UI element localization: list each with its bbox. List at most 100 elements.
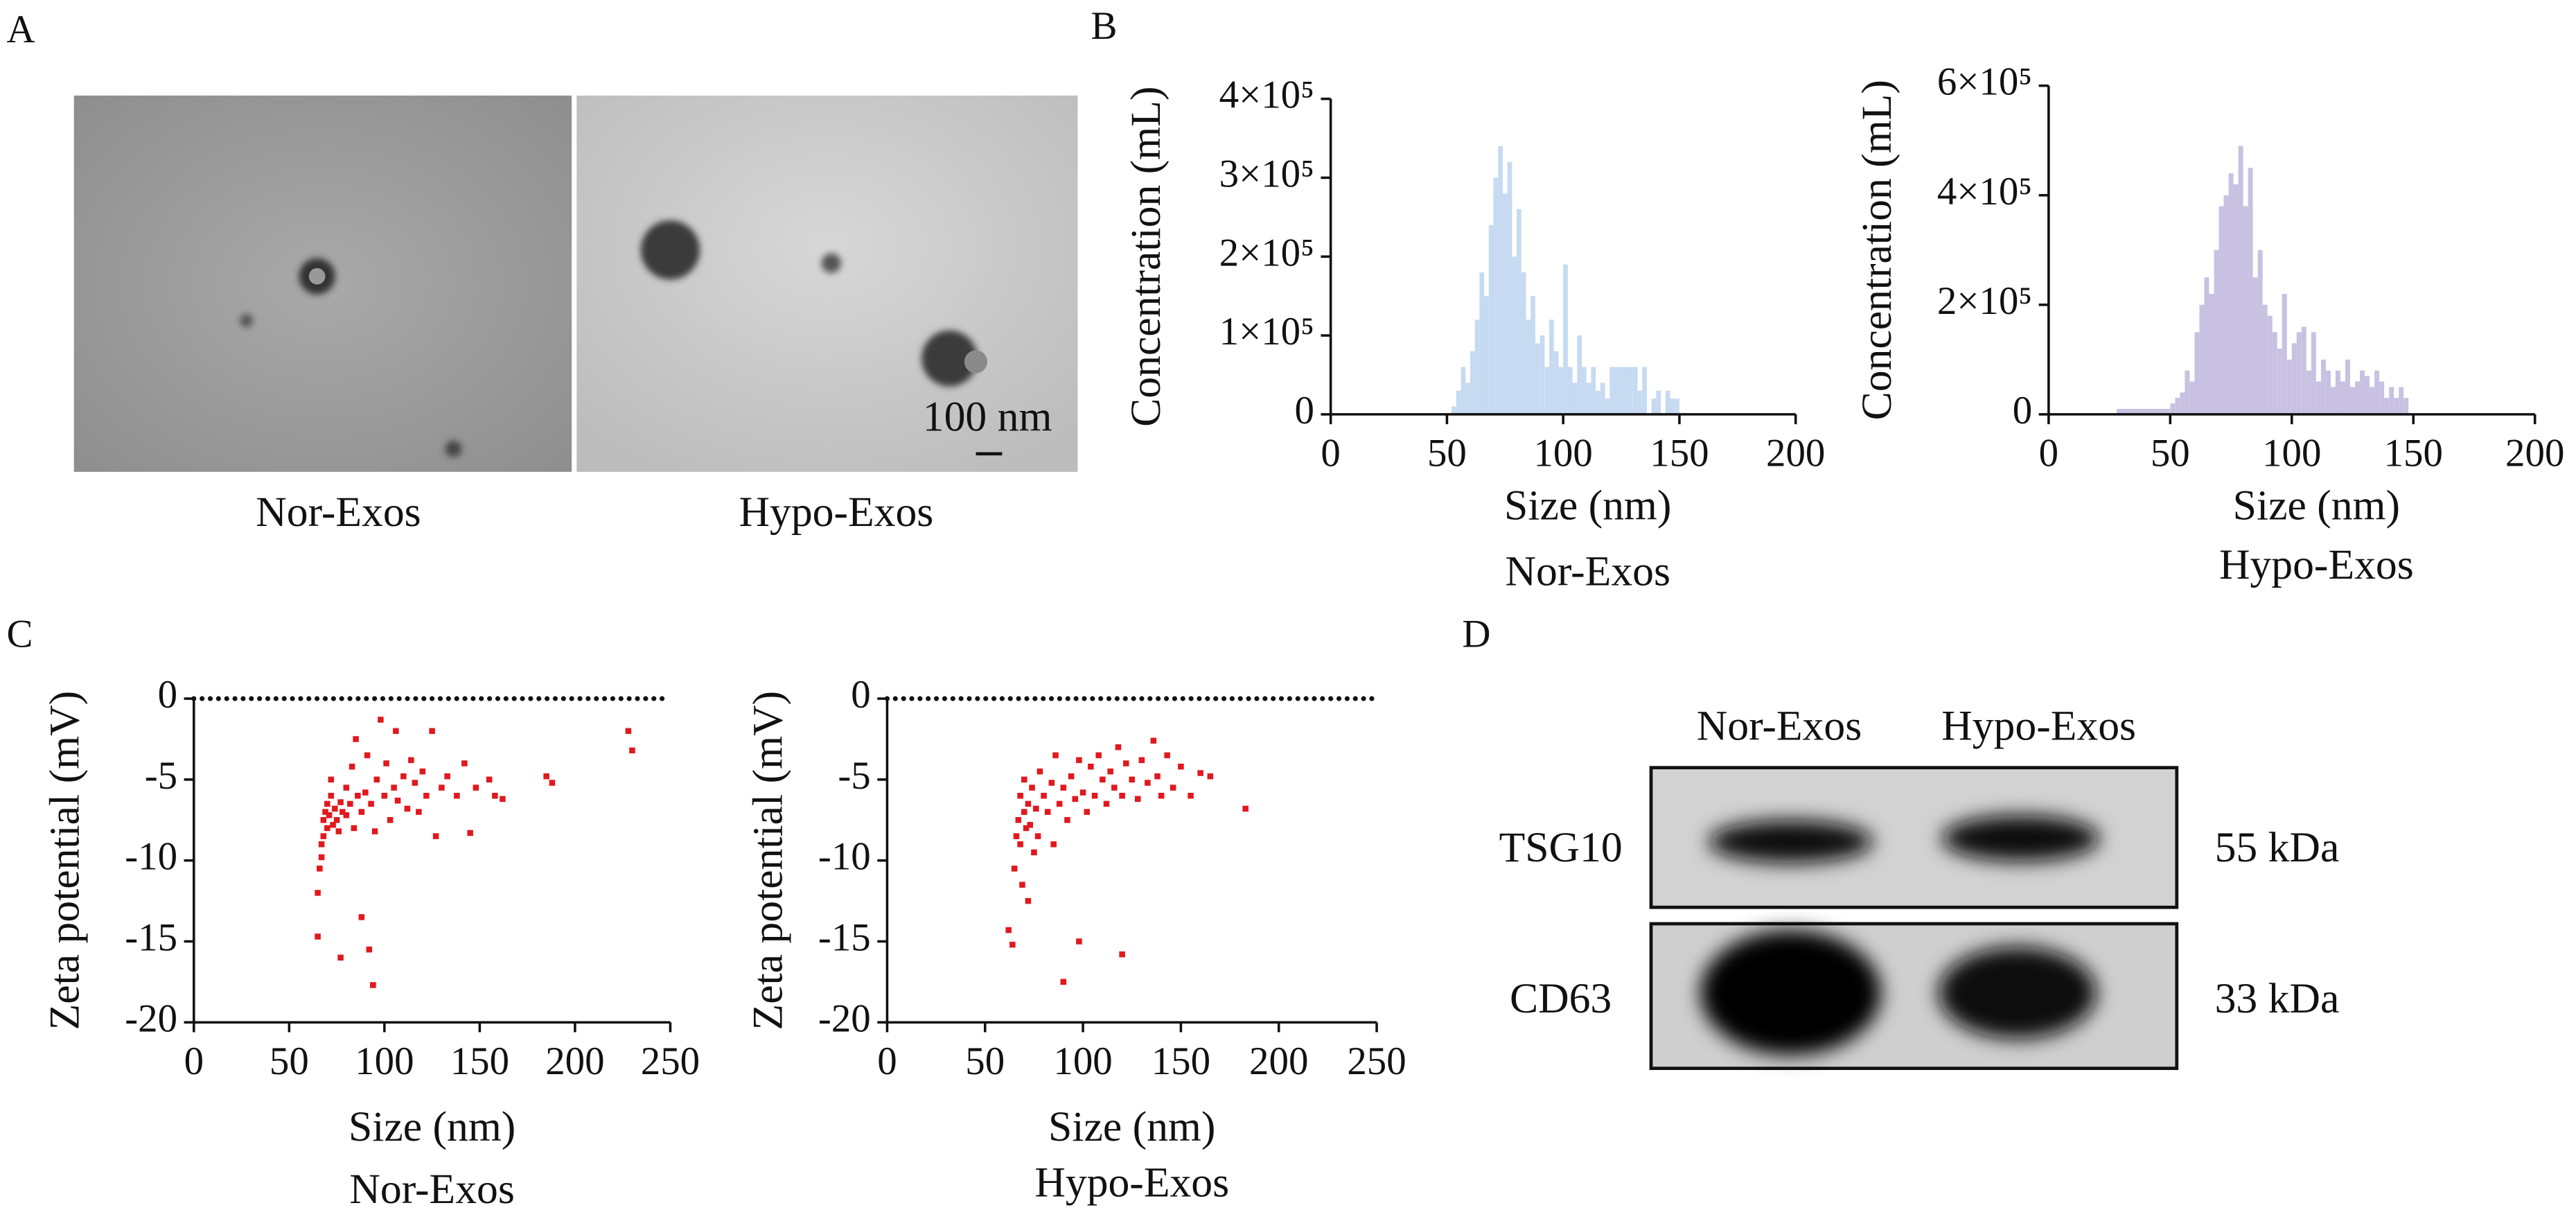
scatter-point [337,799,344,805]
scatter-point [467,830,473,836]
scatter-point [1095,752,1102,759]
scatter-point [454,792,460,799]
scatter-point [1060,784,1067,791]
histogram-bar [2370,387,2375,414]
vesicle [640,220,700,280]
scatter-point [486,776,493,783]
histogram-bar [2350,387,2356,414]
scatter-point [320,833,327,839]
scatter-point [394,797,401,804]
scatter-point [1178,763,1184,770]
blot-column-label: Nor-Exos [1697,702,1862,749]
histogram-bar [2262,304,2268,414]
scatter-point [335,828,342,834]
histogram-bar [1577,335,1582,414]
scatter-point [328,792,335,799]
scatter-point [1025,800,1032,807]
scatter-point [393,728,399,735]
scatter-point [1023,825,1030,832]
scatter-point [1025,897,1032,904]
histogram-bar [1540,335,1545,414]
scatter-point [1129,776,1136,783]
scatter-point [1138,757,1145,764]
scatter-point [412,780,418,786]
histogram-bar [2282,294,2287,414]
histogram-bar [2257,249,2263,414]
histogram-bar [2248,168,2253,414]
x-tick-label: 0 [184,1040,204,1083]
scatter-point [332,805,338,812]
scatter-point [1036,768,1043,775]
vesicle [240,314,254,328]
scatter-point [429,728,435,735]
scatter-point [343,812,350,818]
x-tick-label: 150 [1152,1040,1210,1083]
x-axis-label: Size (nm) [1048,1103,1215,1150]
y-tick-label: 6×10⁵ [1937,60,2032,104]
scatter-point [1076,938,1082,945]
scatter-point [1115,744,1122,751]
scatter-point [1103,800,1110,807]
histogram-bar [2330,387,2336,414]
scatter-point [322,809,328,815]
histogram-bar [1614,367,1619,414]
x-tick-label: 100 [1533,432,1592,475]
blot-size-label: 33 kDa [2215,975,2340,1022]
histogram-bar [1488,225,1494,414]
histogram-bar [2243,206,2248,414]
histogram-bar [1605,398,1610,414]
scatter-point [408,757,414,764]
scatter-point [370,982,376,988]
scatter-point [1150,737,1157,744]
x-tick-label: 250 [641,1040,700,1083]
blot-band [1700,930,1881,1055]
western-blot: Nor-Exos Hypo-Exos TSG10 55 kDa CD63 33 … [1499,702,2340,1071]
histogram-bar [2355,381,2361,414]
scatter-point [1056,800,1063,807]
x-tick-label: 150 [2384,432,2443,475]
scatter-point [1013,833,1020,839]
vesicle [964,350,988,374]
vesicle [921,330,978,387]
histogram-bar [2180,392,2185,414]
scatter-point [1029,784,1035,791]
histogram-bar [2117,408,2171,414]
histogram-bar [1526,319,1531,414]
scatter-point [439,784,445,791]
scatter-point [543,773,549,780]
histogram-bar [1591,367,1596,414]
scatter-point [461,760,468,766]
histogram-bar [1670,398,1675,414]
scatter-point [1048,780,1055,786]
scatter-point [492,792,498,799]
histogram-bar [1521,272,1526,414]
scatter-point [1034,833,1041,839]
histogram-bar [1628,367,1633,414]
histogram-bar [2301,326,2306,414]
histogram-bar [2233,184,2239,414]
y-tick-label: -20 [125,997,177,1040]
scatter-point [1158,792,1165,799]
panel-label: D [1462,612,1490,656]
histogram-bar [2306,370,2311,414]
scatter-point [1041,792,1047,799]
scatter-point [387,817,394,823]
histogram-bar [1567,367,1573,414]
histogram-bar [1558,367,1564,414]
histogram-bar [1470,351,1475,414]
scatter-point [1050,841,1057,848]
scatter-point [1015,817,1022,823]
histogram-bar [1618,367,1624,414]
scatter-point [328,776,335,783]
histogram-bar [1549,319,1554,414]
scatter-point [1019,881,1025,888]
y-tick-label: 0 [851,673,870,717]
histogram-bar [2394,398,2399,414]
scatter-point [1068,773,1075,780]
y-tick-label: 0 [158,673,177,717]
histogram-bar [2185,370,2190,414]
scatter-point [1005,927,1012,933]
panel-label: C [6,612,33,656]
scatter-point [1021,809,1027,815]
histogram-bar [2384,398,2390,414]
